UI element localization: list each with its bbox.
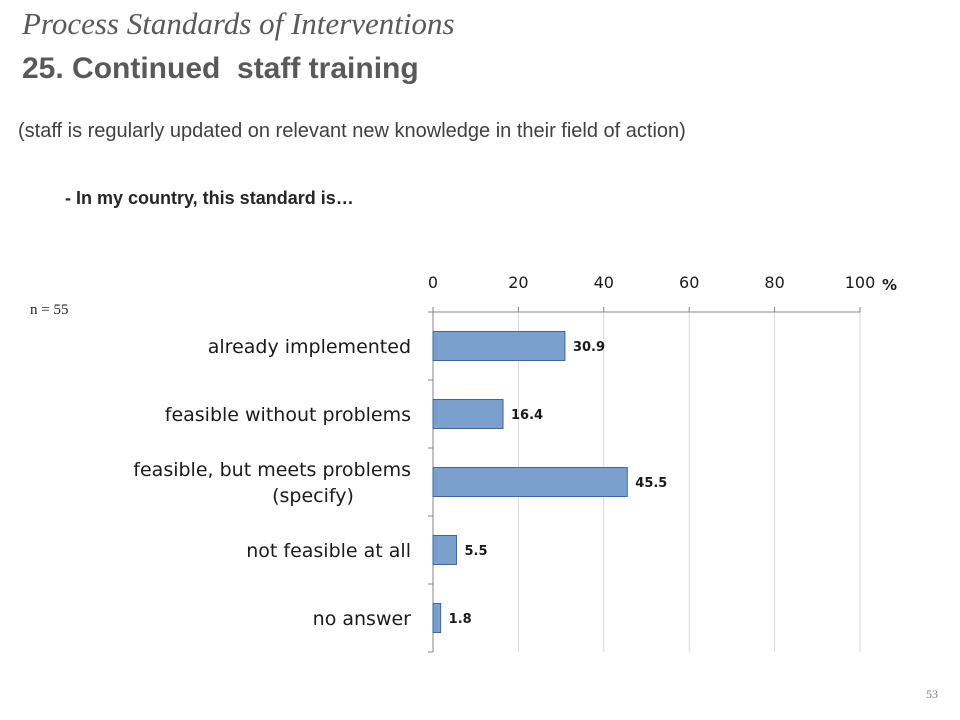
bar xyxy=(432,467,628,497)
x-unit-label: % xyxy=(882,276,897,294)
data-label: 5.5 xyxy=(464,544,487,559)
bar xyxy=(432,331,566,361)
data-label: 45.5 xyxy=(635,476,667,491)
category-label: (specify) xyxy=(272,485,354,507)
slide-title: Process Standards of Interventions xyxy=(22,6,455,41)
sample-size-label: n = 55 xyxy=(30,302,69,318)
category-label: feasible without problems xyxy=(165,404,411,426)
slide-subheading: 25. Continued staff training xyxy=(22,52,419,85)
data-label: 16.4 xyxy=(511,408,543,423)
x-tick-label: 60 xyxy=(679,273,699,292)
bar xyxy=(432,399,504,429)
bar xyxy=(432,535,457,565)
standard-description: (staff is regularly updated on relevant … xyxy=(18,120,686,142)
category-label: not feasible at all xyxy=(246,540,411,562)
category-label: already implemented xyxy=(208,336,411,358)
x-tick-label: 80 xyxy=(764,273,784,292)
x-tick-label: 100 xyxy=(845,273,876,292)
data-label: 30.9 xyxy=(573,340,605,355)
x-tick-label: 40 xyxy=(594,273,614,292)
x-tick-label: 20 xyxy=(508,273,528,292)
x-tick-label: 0 xyxy=(428,273,438,292)
survey-question: - In my country, this standard is… xyxy=(65,188,354,208)
category-label: no answer xyxy=(313,608,412,630)
bar xyxy=(432,603,442,633)
data-label: 1.8 xyxy=(449,612,472,627)
page-number: 53 xyxy=(926,687,938,701)
category-label: feasible, but meets problems xyxy=(133,459,411,481)
